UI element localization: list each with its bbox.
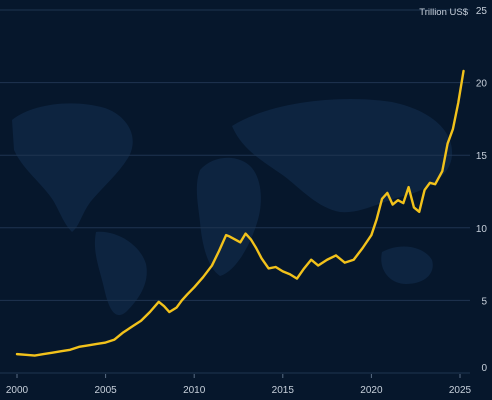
series-line-0 — [15, 69, 465, 357]
x-tick-label: 2000 — [6, 385, 29, 396]
y-tick-label: 25 — [476, 6, 488, 17]
y-axis-ticks: 0 5 10 15 20 25 — [476, 6, 488, 374]
y-tick-label: 0 — [481, 363, 487, 374]
land-australia — [381, 246, 433, 284]
series-layer — [15, 69, 465, 357]
land-south-america — [94, 231, 147, 316]
y-tick-label: 10 — [476, 224, 488, 235]
y-tick-label: 15 — [476, 151, 488, 162]
land-north-america — [12, 103, 133, 232]
x-tick-label: 2025 — [449, 385, 472, 396]
x-axis-ticks: 2000 2005 2010 2015 2020 2025 — [6, 374, 472, 396]
x-tick-label: 2015 — [272, 385, 295, 396]
y-tick-label: 5 — [481, 296, 487, 307]
x-tick-label: 2020 — [360, 385, 383, 396]
world-map-background — [12, 99, 453, 316]
y-tick-label: 20 — [476, 79, 488, 90]
x-tick-label: 2010 — [183, 385, 206, 396]
x-tick-label: 2005 — [94, 385, 117, 396]
y-axis-unit-label: Trillion US$ — [419, 7, 468, 18]
land-europe-africa — [196, 157, 261, 276]
gridlines — [0, 9, 470, 374]
